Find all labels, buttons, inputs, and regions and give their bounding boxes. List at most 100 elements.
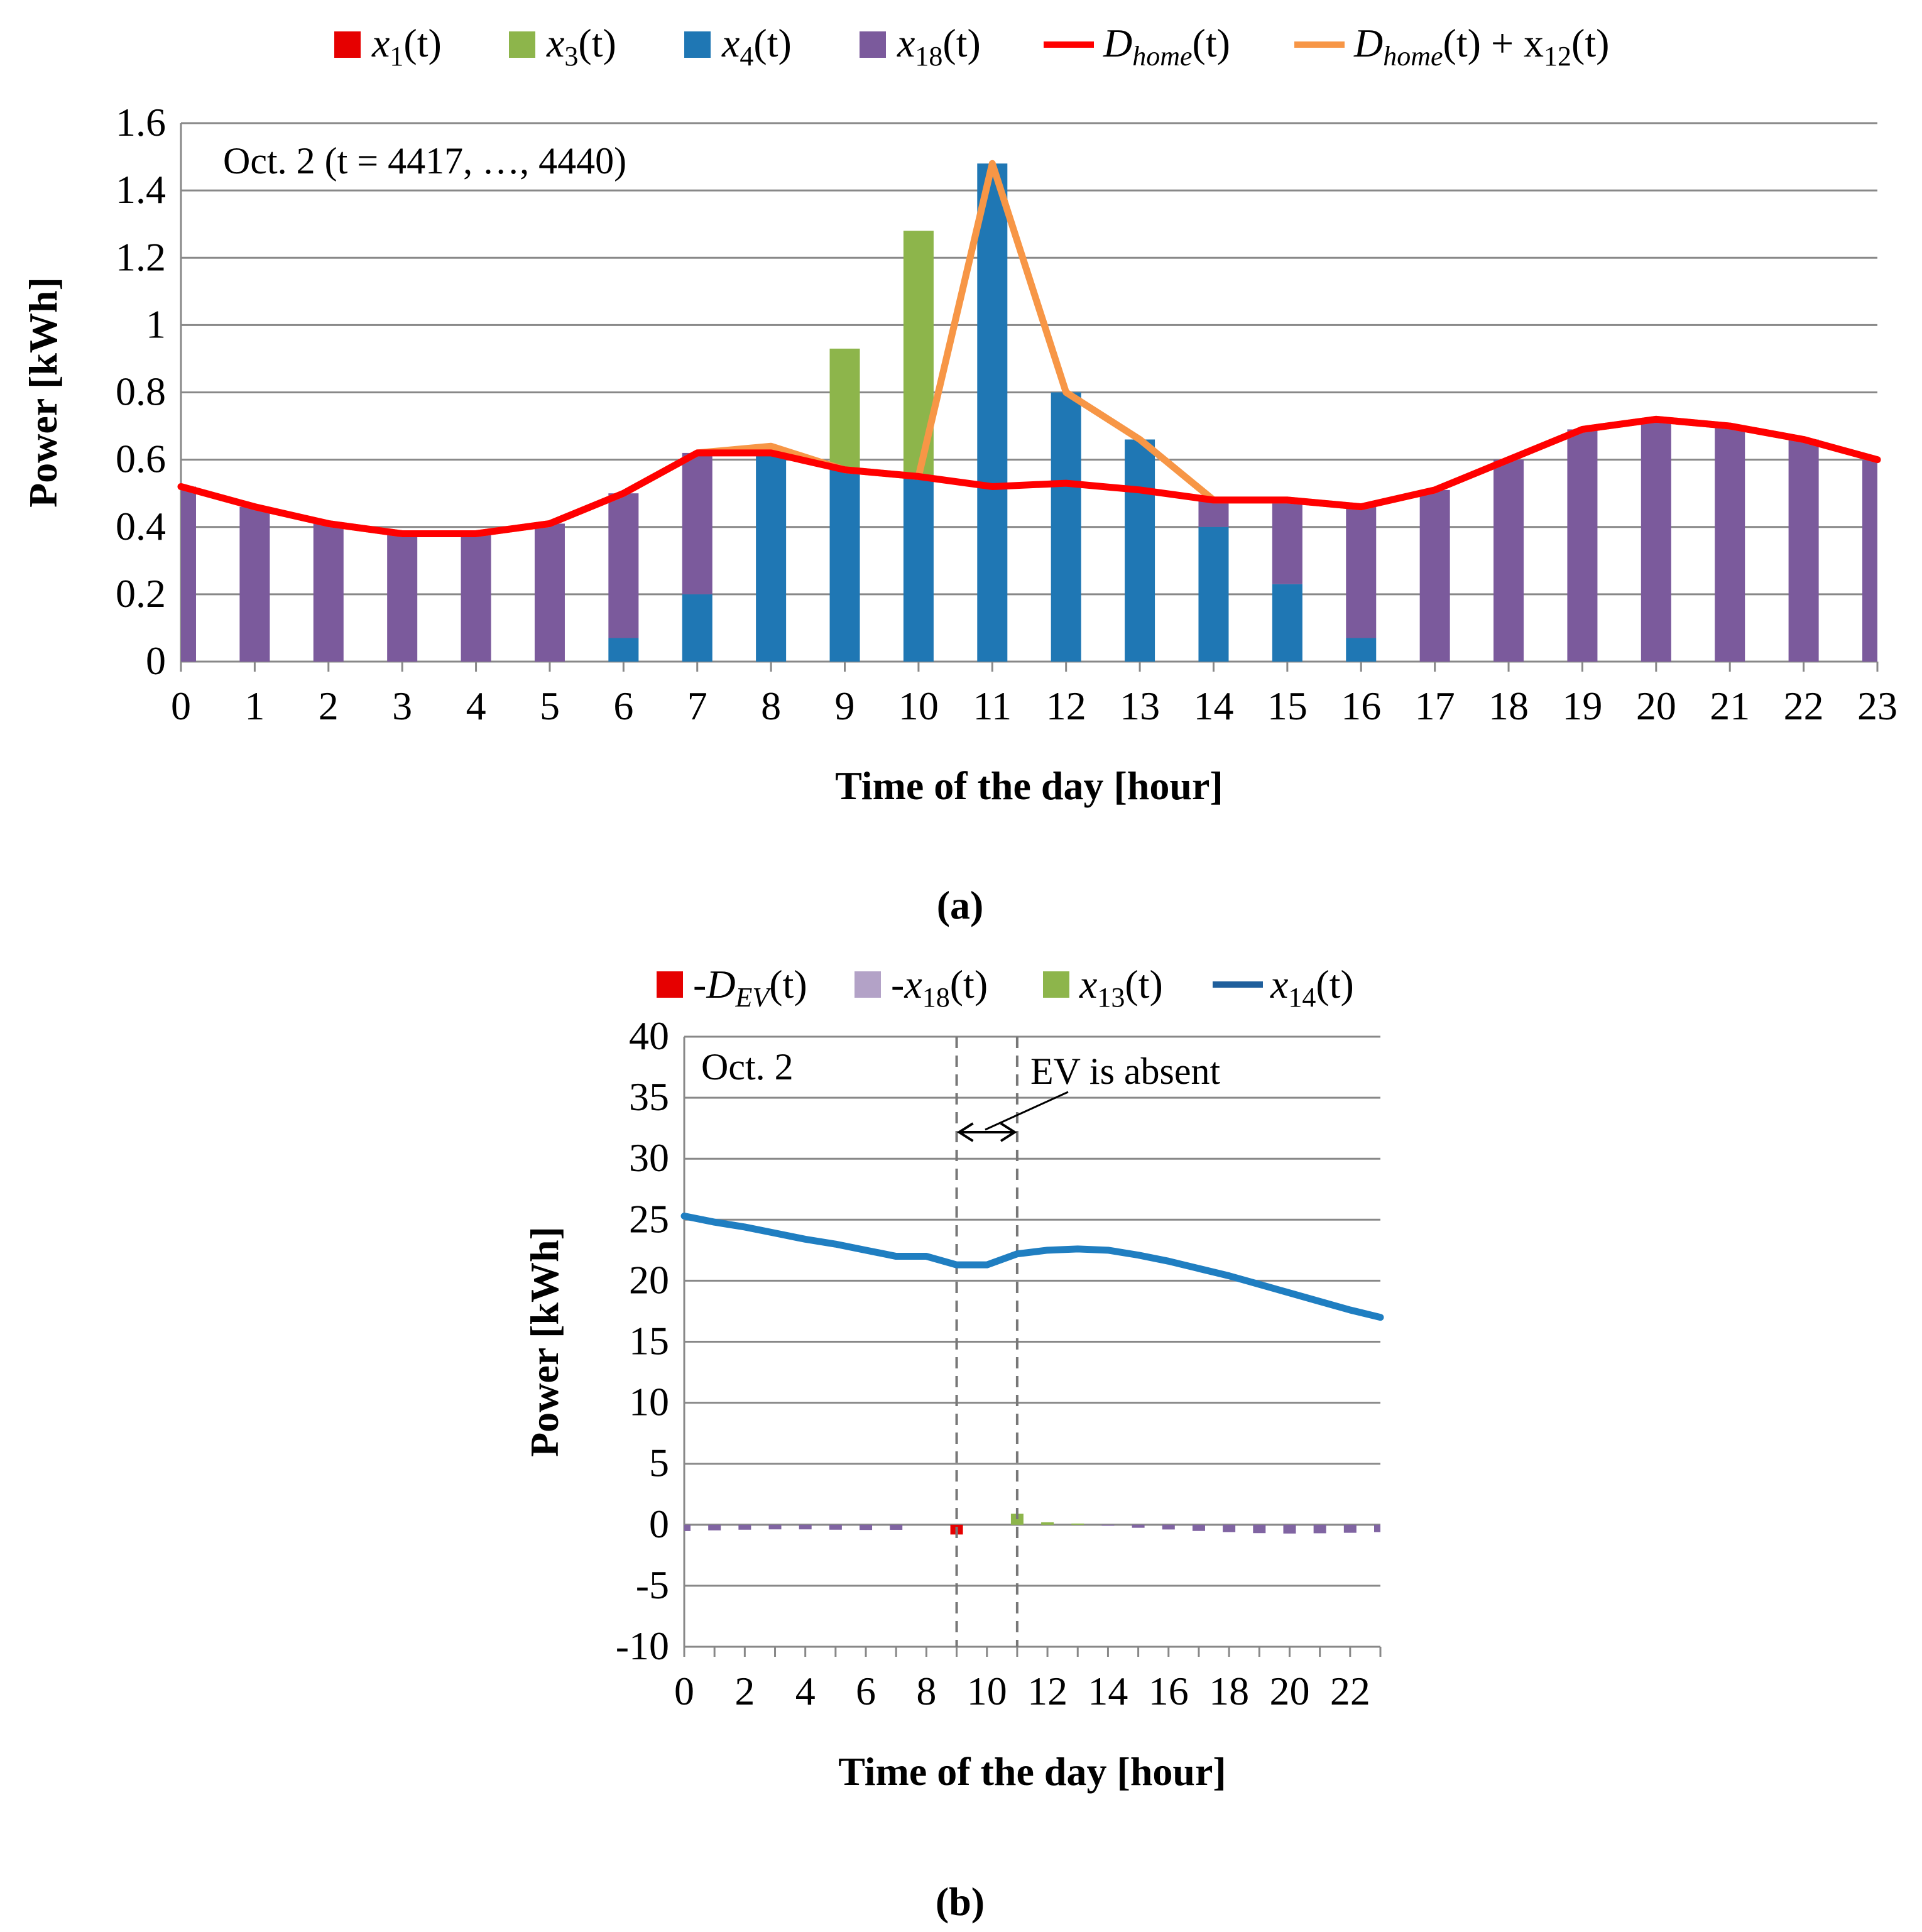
x-axis-label-a: Time of the day [hour]	[835, 763, 1223, 808]
bar-b-x18t-21	[1313, 1524, 1326, 1534]
bar-b-x18t-2	[738, 1524, 751, 1530]
x-tick-label-b: 22	[1330, 1669, 1370, 1713]
x-tick-label-a: 6	[613, 684, 633, 728]
y-axis-label-a: Power [kWh]	[21, 277, 65, 508]
bar-b-x18t-7	[890, 1524, 903, 1530]
bar-x18t-1	[239, 506, 270, 662]
x-tick-label-b: 10	[967, 1669, 1007, 1713]
x-tick-label-b: 12	[1027, 1669, 1067, 1713]
line-x14	[680, 1212, 1384, 1321]
bar-b-x18t-6	[860, 1524, 873, 1531]
bar-b-x18t-14	[1101, 1524, 1115, 1526]
legend-label-x1t: x1(t)	[371, 21, 442, 72]
y-tick-label-a: 1.4	[116, 167, 166, 212]
y-tick-label-b: 0	[649, 1502, 669, 1546]
annotation-leader	[985, 1091, 1069, 1131]
bar-b-x18t-20	[1283, 1524, 1296, 1534]
bar-x4t-12	[1051, 392, 1081, 662]
bar-x4t-7	[682, 594, 713, 662]
bar-b-x13t-12	[1041, 1522, 1054, 1525]
panel-label-b: (b)	[936, 1879, 985, 1924]
y-tick-label-a: 0.2	[116, 571, 166, 616]
bar-x4t-8	[756, 452, 787, 662]
x-tick-label-a: 20	[1636, 684, 1676, 728]
bar-x4t-15	[1272, 584, 1302, 662]
bar-b-x18t-5	[829, 1524, 842, 1530]
bar-b-x13t-13	[1071, 1523, 1084, 1525]
chart-a: 00.20.40.60.811.21.41.60 1 2 3 4 5 6 7 8 9 10 11 12 1…	[21, 21, 1897, 927]
y-tick-label-b: 25	[629, 1196, 669, 1241]
bar-x18t-19	[1567, 429, 1598, 662]
annotation-b: Oct. 2	[701, 1046, 794, 1088]
legend-label-x18t: x18(t)	[897, 21, 981, 72]
bar-x18t-20	[1641, 419, 1671, 662]
y-tick-label-b: 35	[629, 1074, 669, 1119]
bar-x18t-4	[461, 533, 491, 662]
x-tick-label-b: 14	[1088, 1669, 1128, 1713]
x-tick-label-b: 2	[734, 1669, 755, 1713]
y-tick-label-b: 30	[629, 1135, 669, 1180]
legend-label-b-x18t: -x18(t)	[891, 962, 988, 1013]
bar-x18t-15	[1272, 499, 1302, 584]
x-tick-label-b: 6	[856, 1669, 876, 1713]
bar-b-x18t-15	[1132, 1524, 1145, 1528]
x-tick-label-a: 5	[540, 684, 560, 728]
legend-swatch-x3t	[509, 31, 535, 58]
bar-b-x18t-16	[1162, 1524, 1175, 1530]
x-tick-label-a: 18	[1488, 684, 1529, 728]
x-tick-label-a: 14	[1193, 684, 1233, 728]
x-tick-label-b: 16	[1149, 1669, 1189, 1713]
bar-x18t-23	[1862, 459, 1877, 662]
bar-b-x18t-17	[1192, 1524, 1205, 1531]
line-dhome	[177, 415, 1881, 537]
bar-b-x18t-4	[799, 1524, 812, 1530]
line-dhome-plus-x12	[177, 160, 1881, 537]
legend-swatch-b-x13t	[1043, 971, 1069, 998]
x-tick-label-a: 12	[1046, 684, 1086, 728]
legend-label-Dhomet: Dhome(t)	[1103, 21, 1230, 72]
legend-label-x4t: x4(t)	[721, 21, 792, 72]
x-tick-label-a: 1	[244, 684, 265, 728]
y-tick-label-b: 40	[629, 1013, 669, 1058]
legend-label-b-DEVt: -DEV(t)	[693, 962, 807, 1013]
bar-x4t-16	[1346, 638, 1377, 662]
x-tick-label-a: 8	[761, 684, 781, 728]
y-tick-label-b: -5	[636, 1563, 669, 1607]
x-tick-label-a: 21	[1710, 684, 1750, 728]
bar-x18t-17	[1419, 489, 1450, 662]
bar-b-x18t-22	[1343, 1524, 1357, 1533]
x-tick-label-a: 22	[1784, 684, 1824, 728]
legend-label-b-x14t: x14(t)	[1270, 962, 1354, 1013]
bar-x4t-6	[608, 638, 639, 662]
x-tick-label-a: 11	[973, 684, 1012, 728]
legend-label-Dhometx12t: Dhome(t) + x12(t)	[1353, 21, 1609, 72]
x-tick-label-a: 3	[392, 684, 412, 728]
y-tick-label-b: 10	[629, 1380, 669, 1424]
legend-swatch-b-DEVt	[657, 971, 683, 998]
y-tick-label-a: 0.4	[116, 504, 166, 548]
x-tick-label-a: 16	[1341, 684, 1381, 728]
bar-x18t-21	[1715, 426, 1745, 662]
bar-b-x18t-3	[768, 1524, 782, 1530]
x-tick-label-b: 8	[916, 1669, 936, 1713]
bar-x4t-10	[903, 476, 934, 662]
legend-label-b-x13t: x13(t)	[1079, 962, 1163, 1013]
bar-b-x18t-1	[708, 1524, 721, 1531]
bar-x4t-13	[1125, 439, 1155, 662]
legend-swatch-x1t	[334, 31, 361, 58]
x-tick-label-b: 4	[795, 1669, 816, 1713]
bar-b-x18t-19	[1253, 1524, 1266, 1534]
bar-b-x18t-18	[1223, 1524, 1236, 1532]
legend-swatch-x18t	[860, 31, 886, 58]
x-tick-label-a: 9	[835, 684, 855, 728]
y-tick-label-a: 1	[146, 302, 166, 346]
arrow-head-left	[956, 1122, 974, 1142]
x-tick-label-a: 2	[319, 684, 339, 728]
bar-x18t-18	[1493, 459, 1524, 662]
panel-label-a: (a)	[937, 883, 984, 927]
x-tick-label-a: 23	[1857, 684, 1897, 728]
bar-x18t-16	[1346, 506, 1377, 638]
legend-swatch-x4t	[684, 31, 711, 58]
x-tick-label-b: 18	[1209, 1669, 1249, 1713]
